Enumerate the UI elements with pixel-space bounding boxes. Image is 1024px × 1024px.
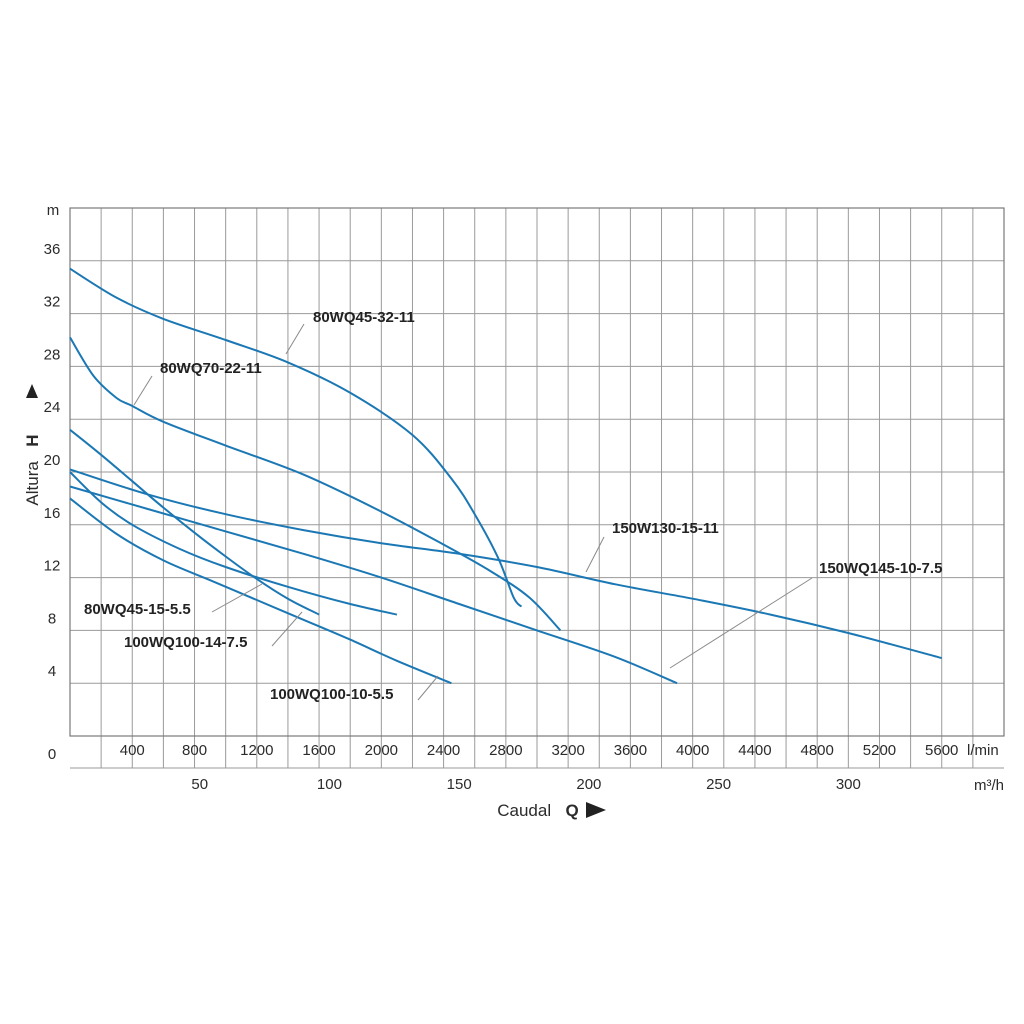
series-curves [69, 267, 942, 685]
label-leader-line [133, 375, 153, 406]
y-tick-label: 0 [48, 746, 56, 763]
y-axis-ticks: 0 4 8 12 16 20 24 28 32 36 [44, 241, 61, 763]
x-unit: l/min [967, 742, 999, 759]
series-labels: 80WQ45-32-11 80WQ70-22-11 150W130-15-11 150… [84, 309, 942, 703]
y-tick-label: 16 [44, 505, 61, 522]
x-tick-label: 4800 [801, 742, 834, 759]
x-axis-title: Caudal Q [497, 801, 606, 820]
x-axis-label: Caudal [497, 801, 551, 820]
x2-tick-label: 50 [191, 776, 208, 793]
y-axis-arrow-icon [26, 384, 38, 398]
x-tick-label: 1200 [240, 742, 273, 759]
y-axis-symbol: H [23, 434, 42, 446]
series-line-80wq70-22-11 [69, 336, 562, 632]
x-tick-label: 5600 [925, 742, 958, 759]
x-tick-label: 1600 [302, 742, 335, 759]
x-tick-label: 2000 [365, 742, 398, 759]
x-tick-label: 2800 [489, 742, 522, 759]
series-label: 80WQ45-32-11 [313, 309, 415, 326]
svg-text:Caudal Q: Caudal Q [497, 801, 579, 820]
y-tick-label: 20 [44, 452, 61, 469]
label-leader-line [585, 536, 605, 573]
x-tick-label: 4000 [676, 742, 709, 759]
x-tick-label: 400 [120, 742, 145, 759]
series-line-80wq45-15-5-5 [69, 429, 320, 616]
series-label: 150WQ145-10-7.5 [819, 560, 942, 577]
series-label: 80WQ45-15-5.5 [84, 601, 191, 618]
y-tick-label: 8 [48, 610, 56, 627]
x2-tick-label: 300 [836, 776, 861, 793]
label-leaders [133, 323, 813, 701]
y-tick-label: 32 [44, 294, 61, 311]
x-tick-label: 3600 [614, 742, 647, 759]
y-axis-label: Altura [23, 461, 42, 506]
x-axis-symbol: Q [566, 801, 579, 820]
x-axis-arrow-icon [586, 802, 606, 818]
label-leader-line [669, 577, 813, 669]
x2-axis-ticks: 50 100 150 200 250 300 [191, 776, 860, 793]
svg-text:Altura H: Altura H [23, 434, 42, 505]
label-leader-line [271, 611, 303, 647]
series-line-150wq145-10-7-5 [69, 485, 678, 685]
x-tick-label: 800 [182, 742, 207, 759]
label-leader-line [211, 583, 263, 613]
y-unit: m [47, 202, 60, 219]
x2-tick-label: 200 [576, 776, 601, 793]
x2-tick-label: 250 [706, 776, 731, 793]
x2-tick-label: 150 [447, 776, 472, 793]
grid [70, 208, 1004, 769]
series-label: 150W130-15-11 [612, 520, 719, 537]
y-tick-label: 28 [44, 346, 61, 363]
series-label: 100WQ100-10-5.5 [270, 686, 393, 703]
x-tick-label: 4400 [738, 742, 771, 759]
series-label: 80WQ70-22-11 [160, 360, 262, 377]
label-leader-line [417, 675, 439, 701]
x-tick-label: 3200 [551, 742, 584, 759]
x2-tick-label: 100 [317, 776, 342, 793]
label-leader-line [285, 323, 305, 355]
x2-unit: m³/h [974, 777, 1004, 794]
series-line-80wq45-32-11 [69, 267, 523, 608]
y-tick-label: 24 [44, 399, 61, 416]
x-tick-label: 5200 [863, 742, 896, 759]
series-line-100wq100-10-5-5 [69, 497, 452, 685]
y-tick-label: 12 [44, 558, 61, 575]
y-axis-title: Altura H [23, 384, 42, 506]
series-line-100wq100-14-7-5 [69, 471, 398, 616]
series-label: 100WQ100-14-7.5 [124, 634, 247, 651]
series-line-150w130-15-11 [69, 468, 942, 660]
y-tick-label: 4 [48, 663, 56, 680]
x-axis-ticks: 400 800 1200 1600 2000 2400 2800 3200 3600 4000 44… [120, 742, 959, 759]
x-tick-label: 2400 [427, 742, 460, 759]
y-tick-label: 36 [44, 241, 61, 258]
